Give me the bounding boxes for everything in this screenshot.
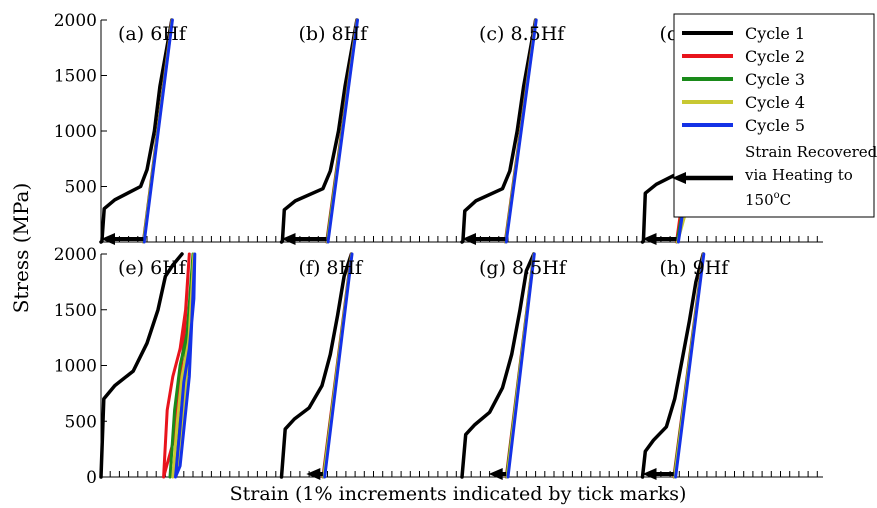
- legend-label: Cycle 3: [745, 70, 805, 89]
- panel-title: (b) 8Hf: [299, 23, 370, 45]
- series-cycle-2: [162, 252, 191, 479]
- recovery-arrow-head: [101, 233, 115, 245]
- series-cycle-1: [99, 18, 174, 244]
- y-axis-row-2: 0 500 1000 1500 2000: [54, 245, 107, 488]
- legend-arrow-label-line2: via Heating to: [744, 166, 853, 184]
- series-cycle-1: [460, 18, 538, 244]
- series-cycle-5: [504, 18, 538, 244]
- y-tick-label: 500: [65, 178, 97, 198]
- series-cycle-5: [142, 18, 174, 244]
- recovery-arrow-head: [642, 233, 657, 245]
- series-cycle-5: [506, 252, 536, 479]
- series-cycle-1: [279, 18, 359, 244]
- legend-label: Cycle 2: [745, 47, 805, 66]
- recovery-arrow-head: [642, 468, 657, 480]
- panel-title: (f) 8Hf: [299, 257, 365, 279]
- y-tick-label: 500: [65, 412, 97, 432]
- legend-entries: Cycle 1 Cycle 2 Cycle 3 Cycle 4 Cycle 5: [682, 24, 805, 135]
- series-cycle-1: [460, 252, 536, 479]
- panel-title: (e) 6Hf: [118, 257, 188, 279]
- series-cycle-5: [326, 18, 359, 244]
- temp-unit: C: [780, 191, 791, 209]
- y-tick-label: 1500: [54, 67, 97, 87]
- panel-5: (e) 6Hf: [99, 252, 282, 479]
- series-cycle-5: [323, 252, 354, 479]
- legend-label: Cycle 1: [745, 24, 805, 43]
- y-tick-label: 0: [86, 468, 97, 488]
- series-cycle-1: [99, 252, 184, 479]
- y-tick-label: 1000: [54, 122, 97, 142]
- temp-value: 150: [745, 191, 774, 209]
- panel-6: (f) 8Hf: [279, 252, 462, 480]
- x-axis-label: Strain (1% increments indicated by tick …: [230, 483, 687, 505]
- legend-label: Cycle 5: [745, 116, 805, 135]
- y-axes: 500 1000 1500 2000 0 500 1000 1500 2000: [54, 11, 107, 488]
- y-tick-label: 1000: [54, 357, 97, 377]
- y-tick-label: 1500: [54, 301, 97, 321]
- series-cycle-1: [640, 252, 705, 479]
- series-cycle-1: [279, 252, 354, 479]
- y-tick-label: 2000: [54, 245, 97, 265]
- legend-arrow-head: [672, 172, 686, 184]
- series-cycle-5: [174, 252, 197, 479]
- panel-title: (c) 8.5Hf: [479, 23, 566, 45]
- temp-degree: o: [774, 190, 780, 201]
- y-axis-row-1: 500 1000 1500 2000: [54, 11, 107, 242]
- legend-box: [673, 13, 875, 218]
- y-axis-label: Stress (MPa): [9, 183, 33, 314]
- panel-title: (h) 9Hf: [660, 257, 731, 279]
- legend-arrow-label-line1: Strain Recovered: [745, 143, 877, 161]
- legend-label: Cycle 4: [745, 93, 805, 112]
- legend: Cycle 1 Cycle 2 Cycle 3 Cycle 4 Cycle 5 Stra…: [672, 13, 877, 218]
- panel-7: (g) 8.5Hf: [460, 252, 643, 480]
- panel-2: (b) 8Hf: [279, 18, 462, 245]
- series-cycle-5: [674, 252, 706, 479]
- recovery-arrow-head: [306, 468, 321, 480]
- panel-1: (a) 6Hf: [99, 18, 282, 245]
- y-tick-label: 2000: [54, 11, 97, 31]
- panel-3: (c) 8.5Hf: [460, 18, 643, 245]
- legend-arrow-label-temp: 150oC: [745, 190, 791, 209]
- panel-title: (a) 6Hf: [118, 23, 188, 45]
- recovery-arrow-head: [488, 468, 503, 480]
- panel-title: (g) 8.5Hf: [479, 257, 568, 279]
- recovery-arrow-head: [281, 233, 296, 245]
- recovery-arrow-head: [462, 233, 476, 245]
- panel-group: (a) 6Hf(b) 8Hf(c) 8.5Hf(d) 9Hf(e) 6Hf(f)…: [99, 18, 823, 480]
- panel-8: (h) 9Hf: [640, 252, 823, 480]
